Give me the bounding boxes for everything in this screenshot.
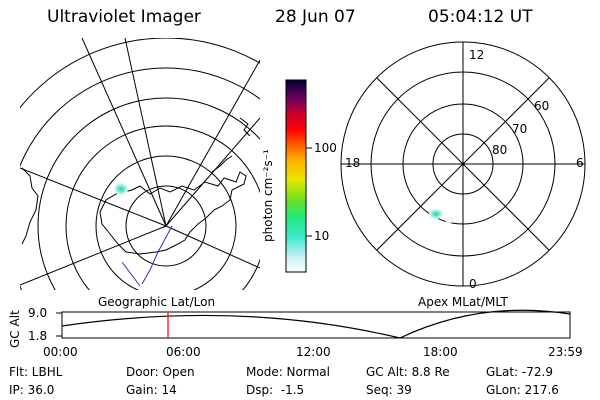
y-tick-1-8: 1.8 <box>28 329 48 343</box>
x-tick-1200: 12:00 <box>296 345 331 359</box>
date-label: 28 Jun 07 <box>275 7 356 27</box>
x-tick-1800: 18:00 <box>423 345 458 359</box>
mlat-label-60: 60 <box>534 99 550 113</box>
mlt-label-6: 6 <box>576 156 584 170</box>
mode-field: Mode: Normal <box>246 365 330 379</box>
apex-polar-plot <box>340 41 586 287</box>
colorbar-tick-100: 100 <box>314 141 337 155</box>
aurora-faint-apex <box>445 217 455 223</box>
mlat-label-80: 80 <box>492 143 508 157</box>
ip-field: IP: 36.0 <box>9 383 55 397</box>
filter-field: Flt: LBHL <box>9 365 63 379</box>
colorbar-ticks <box>306 147 312 237</box>
time-label: 05:04:12 UT <box>428 7 533 27</box>
geographic-title: Geographic Lat/Lon <box>98 295 216 309</box>
apex-title: Apex MLat/MLT <box>418 295 508 309</box>
aurora-spot-apex <box>429 209 443 219</box>
aurora-spot-geographic <box>114 183 128 195</box>
instrument-title: Ultraviolet Imager <box>47 7 201 27</box>
x-tick-0600: 06:00 <box>166 345 201 359</box>
y-tick-9: 9.0 <box>28 306 48 320</box>
mlt-label-18: 18 <box>345 156 361 170</box>
door-field: Door: Open <box>126 365 195 379</box>
colorbar-tick-10: 10 <box>314 229 330 243</box>
mlt-label-0: 0 <box>469 277 477 291</box>
dsp-field: Dsp: -1.5 <box>246 383 305 397</box>
x-tick-0000: 00:00 <box>43 345 78 359</box>
gc-alt-field: GC Alt: 8.8 Re <box>366 365 450 379</box>
seq-field: Seq: 39 <box>366 383 412 397</box>
mlat-label-70: 70 <box>512 122 528 136</box>
geographic-map <box>20 38 260 290</box>
glon-field: GLon: 217.6 <box>486 383 559 397</box>
colorbar-unit-label: photon cm⁻²s⁻¹ <box>261 149 275 242</box>
glat-field: GLat: -72.9 <box>486 365 553 379</box>
timeline-plot <box>56 309 571 339</box>
gc-alt-axis-label: GC Alt <box>8 310 22 348</box>
mlt-label-12: 12 <box>469 48 485 62</box>
x-tick-2359: 23:59 <box>548 345 583 359</box>
gain-field: Gain: 14 <box>126 383 177 397</box>
colorbar <box>285 79 307 273</box>
